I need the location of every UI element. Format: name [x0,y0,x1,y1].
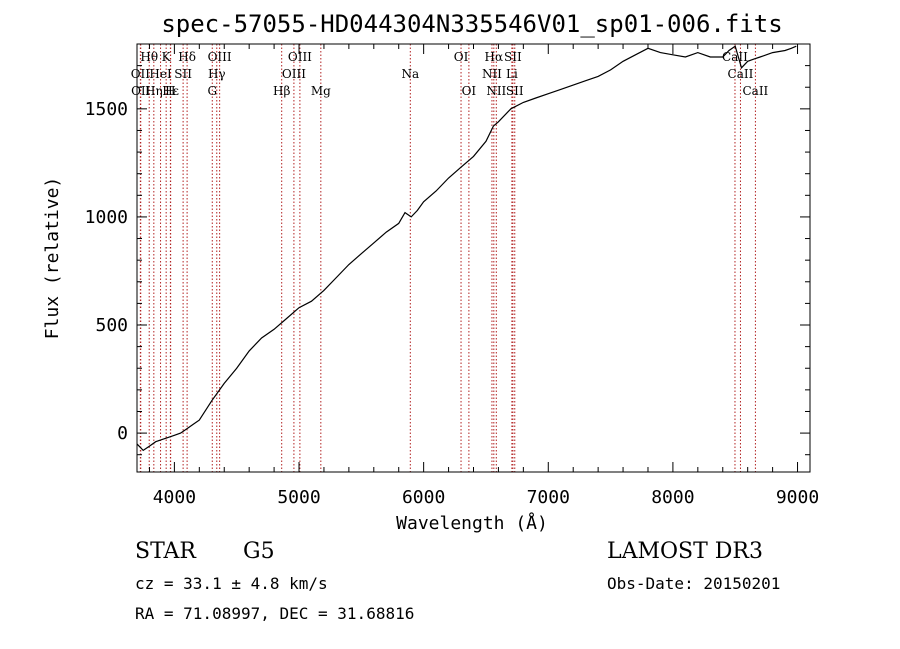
x-tick-label-3: 7000 [527,487,570,508]
y-axis-ticks: 0 500 1000 1500 [85,65,810,456]
line-label-7: Hη [145,84,163,98]
y-tick-label-0: 0 [117,423,128,444]
line-label-18: OI [454,50,469,64]
line-label-12: G [207,84,217,98]
line-label-8: SII [174,67,192,81]
line-label-16: Mg [311,84,331,98]
plot-frame [136,43,811,473]
x-axis-label: Wavelength (Å) [396,512,548,534]
line-label-27: CaII [728,67,754,81]
line-label-5: Hε [162,84,179,98]
y-tick-label-3: 1500 [85,99,128,120]
observation-date: Obs-Date: 20150201 [607,574,780,593]
line-label-26: CaII [722,50,748,64]
line-label-15: OIII [282,67,306,81]
line-label-11: Hγ [208,67,226,81]
line-label-0: Hθ [140,50,158,64]
line-label-9: Hδ [178,50,196,64]
y-axis-label: Flux (relative) [42,177,63,340]
line-label-14: OIII [288,50,312,64]
line-label-19: OI [462,84,477,98]
object-class: STAR [135,539,197,564]
line-label-17: Na [401,67,419,81]
line-label-23: SII [504,50,522,64]
line-label-3: K [162,50,172,64]
line-label-20: Hα [485,50,504,64]
x-tick-label-1: 5000 [277,487,320,508]
x-tick-label-5: 9000 [776,487,819,508]
line-label-25: SII [506,84,524,98]
survey-name: LAMOST DR3 [607,539,763,564]
x-tick-label-2: 6000 [402,487,445,508]
line-label-28: CaII [742,84,768,98]
emission-line-markers [139,44,756,472]
x-axis-ticks: 4000 5000 6000 7000 8000 9000 [148,44,819,508]
spectrum-line [136,45,797,452]
line-label-24: Li [506,67,518,81]
x-tick-label-0: 4000 [153,487,196,508]
line-label-21: NII [482,67,502,81]
line-label-10: OIII [208,50,232,64]
chart-title: spec-57055-HD044304N335546V01_sp01-006.f… [161,10,782,38]
line-label-22: NII [486,84,506,98]
line-label-4: HeI [149,67,172,81]
line-label-6: H [165,84,175,98]
coordinates: RA = 71.08997, DEC = 31.68816 [135,604,414,623]
spectral-subclass: G5 [243,539,275,564]
line-label-2: OII [131,84,151,98]
y-tick-label-1: 500 [95,315,128,336]
x-tick-label-4: 8000 [651,487,694,508]
line-label-13: Hβ [273,84,290,98]
line-label-1: OII [131,67,151,81]
redshift-value: cz = 33.1 ± 4.8 km/s [135,574,328,593]
y-tick-label-2: 1000 [85,207,128,228]
